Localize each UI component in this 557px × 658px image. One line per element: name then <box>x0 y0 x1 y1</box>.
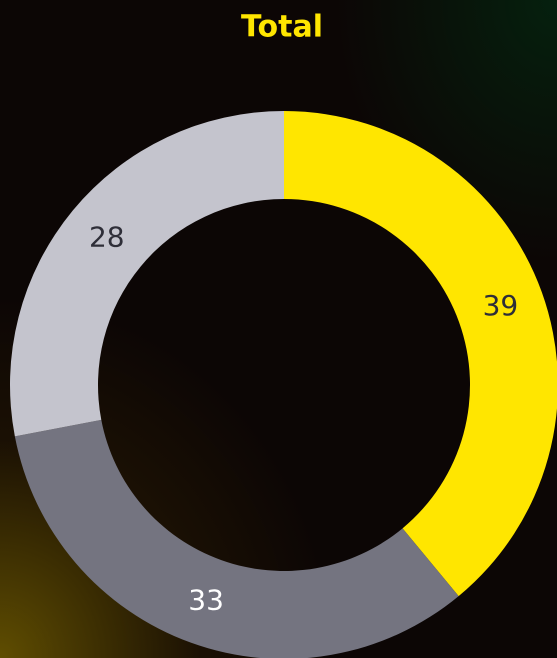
slice <box>9 111 284 437</box>
slice <box>14 419 459 658</box>
slice <box>284 111 557 597</box>
data-label: 33 <box>188 583 224 616</box>
data-label: 39 <box>483 289 519 322</box>
data-label: 28 <box>89 220 125 253</box>
chart-title: Total <box>241 10 323 45</box>
